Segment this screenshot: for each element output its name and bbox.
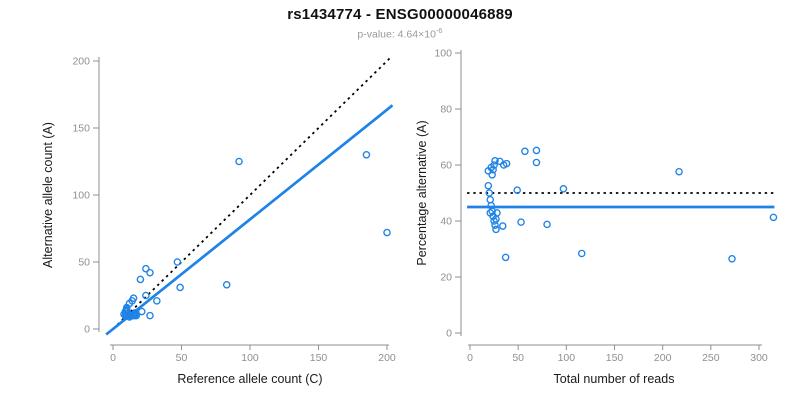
data-point <box>142 264 150 273</box>
data-point <box>490 217 498 225</box>
data-point <box>122 303 131 312</box>
y-tick-label: 80 <box>440 104 452 116</box>
data-point <box>769 213 778 222</box>
p-value-subtitle: p-value: 4.64×10-6 <box>0 26 800 41</box>
data-point <box>491 221 499 229</box>
data-point <box>492 225 500 234</box>
data-point <box>502 159 511 168</box>
x-tick-label: 250 <box>702 352 720 364</box>
p-value-exponent: -6 <box>435 26 443 35</box>
regression-line <box>105 104 394 336</box>
percentage-plot-points <box>484 146 778 263</box>
data-point <box>489 165 497 174</box>
percentage-plot: 0 50 100 150 200 250 300 0 20 40 60 80 100 Total numb… <box>415 48 778 386</box>
x-tick-label: 200 <box>654 352 672 364</box>
y-tick-label: 60 <box>440 160 452 172</box>
x-tick-label: 200 <box>378 352 396 364</box>
allele-count-plot-ylabel: Alternative allele count (A) <box>41 122 55 268</box>
data-point <box>517 218 525 226</box>
percentage-plot-xlabel: Total number of reads <box>554 372 675 386</box>
data-point <box>362 151 371 159</box>
y-tick-label: 200 <box>72 56 90 68</box>
data-point <box>142 291 150 300</box>
data-point <box>176 283 184 292</box>
data-point <box>501 253 510 262</box>
x-tick-label: 100 <box>558 352 576 364</box>
x-tick-label: 150 <box>606 352 624 364</box>
data-point <box>131 309 139 317</box>
data-point <box>173 258 182 266</box>
data-point <box>521 147 529 156</box>
x-tick-label: 50 <box>176 352 188 364</box>
allele-count-plot: 0 50 100 150 200 0 50 100 150 200 Reference allele… <box>41 56 396 387</box>
data-point <box>146 268 154 277</box>
data-point <box>493 209 501 217</box>
allele-count-plot-axes: 0 50 100 150 200 0 50 100 150 200 <box>72 56 395 365</box>
data-point <box>487 201 495 210</box>
y-tick-label: 20 <box>440 272 452 284</box>
x-tick-label: 0 <box>467 352 473 364</box>
data-point <box>728 255 736 263</box>
data-point <box>146 311 154 320</box>
data-point <box>513 186 521 194</box>
y-tick-label: 100 <box>72 190 90 202</box>
percentage-plot-axes: 0 50 100 150 200 250 300 0 20 40 60 80 100 <box>434 48 767 365</box>
data-point <box>532 158 541 167</box>
data-point <box>485 189 494 197</box>
y-tick-label: 50 <box>78 257 90 269</box>
data-point <box>490 161 498 169</box>
y-tick-label: 40 <box>440 216 452 228</box>
allele-count-plot-lines <box>105 57 394 336</box>
data-point <box>137 307 146 316</box>
data-point <box>153 297 161 305</box>
data-point <box>675 167 683 176</box>
p-value-text: p-value: 4.64×10 <box>357 28 436 41</box>
data-point <box>532 146 541 155</box>
data-point <box>496 157 504 166</box>
data-point <box>121 311 130 320</box>
y-tick-label: 150 <box>72 123 90 135</box>
allele-count-plot-points <box>120 151 391 321</box>
data-point <box>498 222 507 230</box>
y-tick-label: 0 <box>446 328 452 340</box>
data-point <box>543 220 551 229</box>
percentage-plot-ylabel: Percentage alternative (A) <box>415 120 429 265</box>
x-tick-label: 0 <box>110 352 116 364</box>
y-tick-label: 0 <box>84 324 90 336</box>
data-point <box>122 307 131 316</box>
allele-count-plot-xlabel: Reference allele count (C) <box>177 372 322 386</box>
data-point <box>129 294 138 302</box>
x-tick-label: 300 <box>750 352 768 364</box>
data-point <box>484 181 493 190</box>
data-point <box>486 195 495 204</box>
data-point <box>491 157 499 165</box>
data-point <box>136 275 145 284</box>
page-title: rs1434774 - ENSG00000046889 <box>287 6 513 23</box>
data-point <box>488 171 496 179</box>
y-tick-label: 100 <box>434 48 452 60</box>
data-point <box>235 157 243 166</box>
percentage-plot-lines <box>467 192 775 209</box>
data-point <box>222 281 231 289</box>
data-point <box>577 249 586 258</box>
plot-header: rs1434774 - ENSG00000046889 p-value: 4.6… <box>0 6 800 41</box>
data-point <box>383 228 391 237</box>
identity-line <box>112 57 391 330</box>
x-tick-label: 100 <box>241 352 259 364</box>
x-tick-label: 50 <box>512 352 524 364</box>
data-point <box>559 185 568 193</box>
x-tick-label: 150 <box>310 352 328 364</box>
